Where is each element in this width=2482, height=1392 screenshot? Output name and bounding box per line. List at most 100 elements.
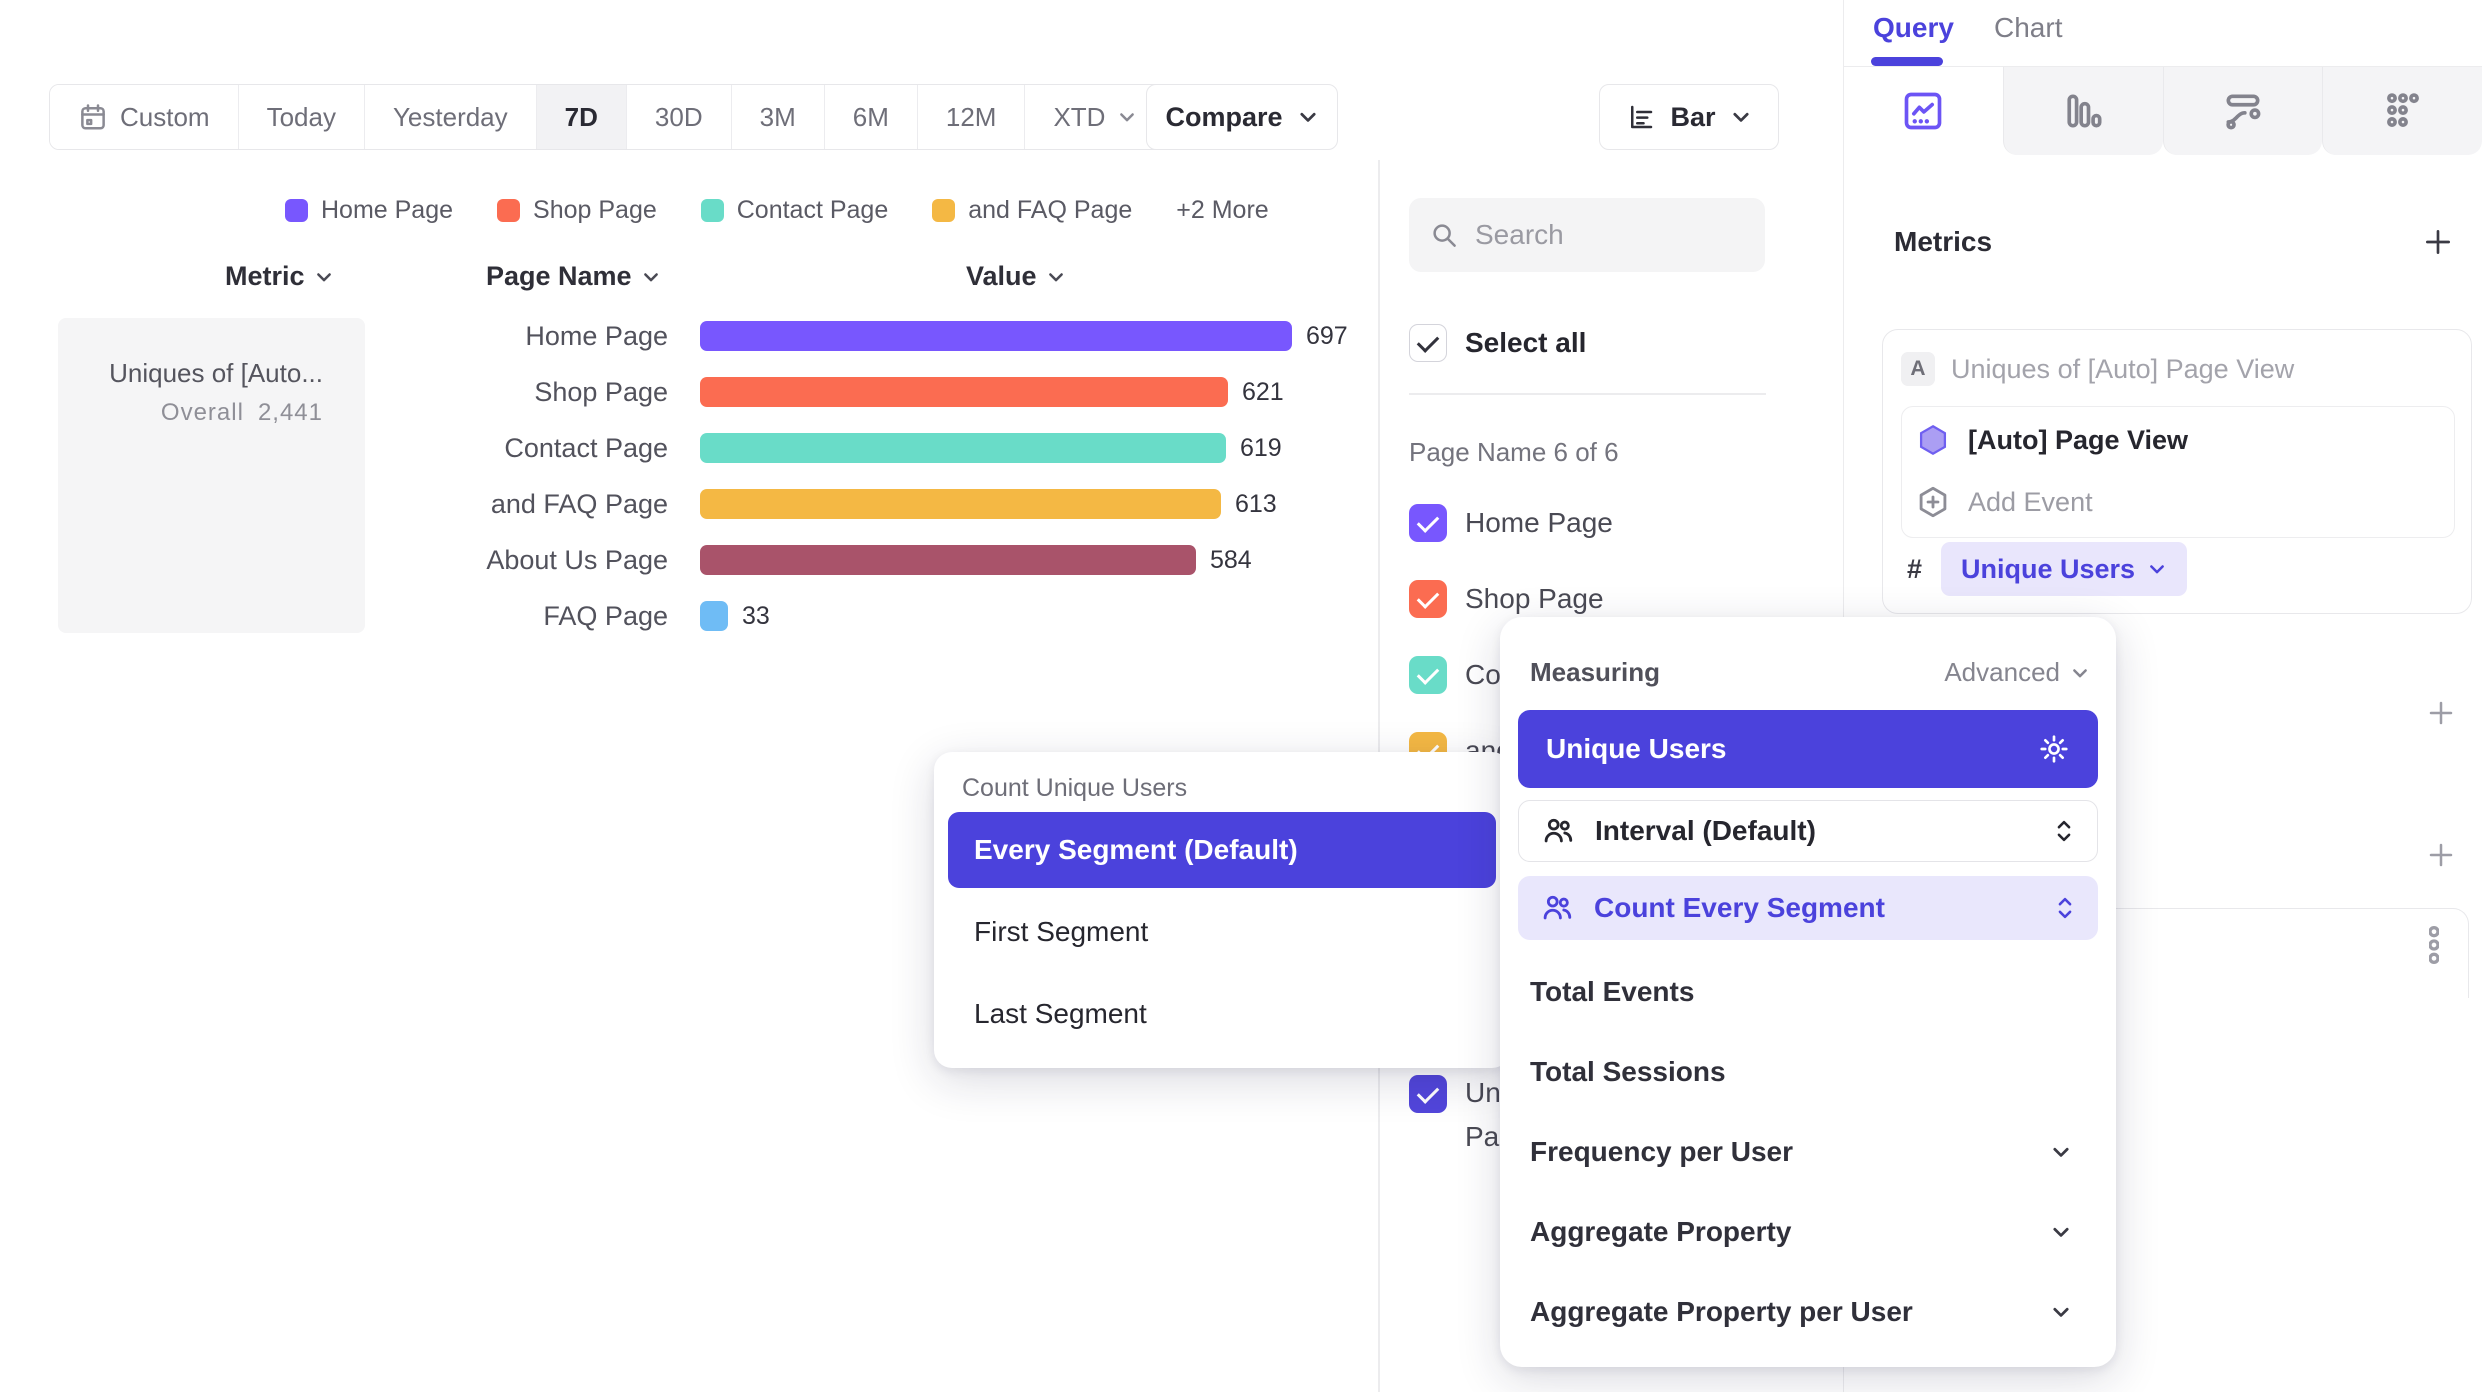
measuring-item-total-sessions[interactable]: Total Sessions [1530, 1056, 1726, 1087]
chevron-down-icon [1048, 272, 1063, 281]
chevron-down-icon [2053, 1227, 2069, 1237]
up-down-chevron-icon [2058, 897, 2072, 919]
add-filter-plus-icon[interactable] [2426, 698, 2456, 728]
legend-item[interactable]: Home Page [285, 196, 453, 225]
people-icon [1543, 895, 1572, 920]
chevron-down-icon [643, 272, 658, 281]
kebab-menu-icon[interactable] [2429, 925, 2439, 965]
count-option-last-segment[interactable]: Last Segment [974, 998, 1147, 1029]
column-header-value[interactable]: Value [966, 261, 1066, 292]
bar-segment[interactable] [700, 545, 1196, 575]
date-range-today[interactable]: Today [238, 85, 365, 149]
segment-checkbox[interactable] [1409, 580, 1447, 618]
chevron-down-icon [1120, 113, 1135, 122]
active-tab-underline [1871, 57, 1943, 66]
count-option-every-segment-default-[interactable]: Every Segment (Default) [948, 812, 1496, 888]
metric-series-checkbox[interactable] [1409, 1075, 1447, 1113]
add-metric-plus-icon[interactable] [2422, 226, 2454, 258]
bar-segment[interactable] [700, 489, 1221, 519]
column-header-page-name[interactable]: Page Name [486, 261, 661, 292]
bar-segment[interactable] [700, 377, 1228, 407]
column-header-value-label: Value [966, 261, 1037, 291]
segment-group-label: Page Name 6 of 6 [1409, 437, 1619, 467]
bar-chart: Home Page 697 Shop Page 621 Contact Page 619 a… [0, 308, 1348, 644]
chart-type-dropdown[interactable]: Bar [1599, 84, 1779, 150]
legend-swatch [932, 199, 956, 222]
measuring-item-total-events[interactable]: Total Events [1530, 976, 1695, 1007]
segment-label: Shop Page [1465, 583, 1604, 614]
chart-legend: Home Page Shop Page Contact Page and FAQ Pa… [285, 196, 1269, 225]
measuring-item-frequency-per-user[interactable]: Frequency per User [1530, 1124, 2086, 1180]
legend-item[interactable]: Contact Page [700, 196, 888, 225]
measure-dropdown-pill[interactable]: Unique Users [1941, 542, 2188, 596]
date-range-yesterday[interactable]: Yesterday [364, 85, 537, 149]
metric-card: A Uniques of [Auto] Page View [Auto] Pag… [1882, 329, 2472, 614]
add-breakdown-plus-icon[interactable] [2426, 840, 2456, 870]
measuring-item-aggregate-property[interactable]: Aggregate Property [1530, 1204, 2086, 1260]
measuring-option-unique-users[interactable]: Unique Users [1518, 710, 2098, 788]
compare-button[interactable]: Compare [1146, 84, 1338, 150]
select-all-label: Select all [1465, 327, 1587, 358]
compare-label: Compare [1165, 101, 1283, 132]
count-every-segment-label: Count Every Segment [1594, 892, 1885, 923]
bar-segment[interactable] [700, 601, 728, 631]
tab-chart[interactable]: Chart [1994, 12, 2063, 43]
metric-card-title: Uniques of [Auto] Page View [1951, 353, 2295, 384]
flow-icon [2226, 94, 2261, 130]
table-row: Home Page 697 [0, 308, 1348, 364]
measuring-item-aggregate-property-per-user[interactable]: Aggregate Property per User [1530, 1284, 2086, 1340]
hexagon-icon [1919, 424, 1947, 456]
segment-label: Home Page [1465, 507, 1613, 538]
date-range-12m[interactable]: 12M [917, 85, 1026, 149]
legend-item[interactable]: and FAQ Page [932, 196, 1132, 225]
tab-flows-report[interactable] [2162, 67, 2323, 155]
metric-summary-card[interactable]: Uniques of [Auto... Overall 2,441 [58, 318, 365, 633]
date-range-xtd[interactable]: XTD [1025, 85, 1166, 149]
row-label: and FAQ Page [490, 488, 668, 519]
tab-retention-report[interactable] [2322, 67, 2482, 155]
bar-value: 33 [742, 601, 770, 630]
report-type-tabs [1844, 67, 2482, 155]
bar-value: 613 [1235, 489, 1277, 518]
segment-checkbox[interactable] [1409, 656, 1447, 694]
date-range-6m[interactable]: 6M [824, 85, 918, 149]
date-range-custom[interactable]: Custom [50, 85, 239, 149]
metrics-heading: Metrics [1894, 226, 1993, 257]
bar-segment[interactable] [700, 433, 1226, 463]
overall-label: Overall [160, 399, 244, 426]
tab-funnels-report[interactable] [2002, 67, 2163, 155]
metric-summary-overall: Overall 2,441 [78, 399, 323, 427]
select-all-checkbox[interactable] [1409, 324, 1447, 362]
event-box: [Auto] Page View Add Event [1901, 406, 2455, 538]
metric-summary-title: Uniques of [Auto... [109, 358, 323, 388]
date-range-toolbar: Custom Today Yesterday 7D 30D 3M 6M 12M XTD [49, 84, 1167, 150]
column-header-metric[interactable]: Metric [225, 261, 334, 292]
table-row: and FAQ Page 613 [0, 476, 1348, 532]
tab-insights-report[interactable] [1844, 67, 2003, 155]
query-panel-tabs: Query Chart [1844, 0, 2482, 67]
date-range-30d[interactable]: 30D [626, 85, 732, 149]
legend-swatch [285, 199, 308, 222]
hexagon-plus-icon [1919, 486, 1947, 518]
search-input[interactable] [1475, 219, 1745, 251]
date-range-3m[interactable]: 3M [731, 85, 825, 149]
row-label: Home Page [525, 320, 668, 351]
chevron-down-icon [2150, 565, 2164, 574]
segment-checkbox[interactable] [1409, 504, 1447, 542]
legend-more[interactable]: +2 More [1176, 196, 1269, 224]
table-row: About Us Page 584 [0, 532, 1348, 588]
measuring-option-count-every-segment[interactable]: Count Every Segment [1518, 876, 2098, 940]
date-range-7d[interactable]: 7D [536, 85, 627, 149]
event-row[interactable]: [Auto] Page View [1916, 423, 2188, 457]
metric-card-header[interactable]: A Uniques of [Auto] Page View [1901, 352, 2294, 386]
bar-segment[interactable] [700, 321, 1292, 351]
count-menu-title: Count Unique Users [962, 774, 1188, 802]
gear-icon[interactable] [2038, 733, 2070, 765]
count-option-first-segment[interactable]: First Segment [974, 916, 1149, 947]
measuring-option-interval[interactable]: Interval (Default) [1518, 800, 2098, 862]
tab-query[interactable]: Query [1873, 12, 1954, 43]
measuring-menu: Measuring Advanced Unique Users Interval… [1500, 617, 2116, 1367]
legend-item[interactable]: Shop Page [497, 196, 657, 225]
add-event-row[interactable]: Add Event [1916, 485, 2093, 519]
advanced-dropdown[interactable]: Advanced [1944, 657, 2090, 688]
